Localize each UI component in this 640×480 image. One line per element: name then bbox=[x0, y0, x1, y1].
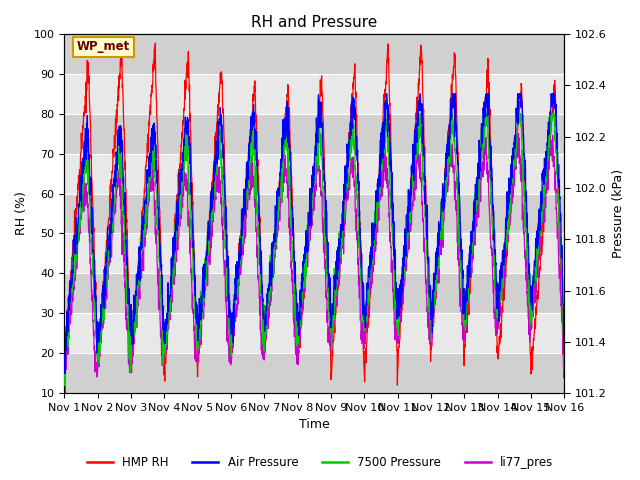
Text: WP_met: WP_met bbox=[77, 40, 130, 53]
Y-axis label: Pressure (kPa): Pressure (kPa) bbox=[612, 169, 625, 258]
Legend: HMP RH, Air Pressure, 7500 Pressure, li77_pres: HMP RH, Air Pressure, 7500 Pressure, li7… bbox=[82, 452, 558, 474]
Y-axis label: RH (%): RH (%) bbox=[15, 192, 28, 236]
Bar bbox=[64, 154, 564, 193]
Bar bbox=[64, 313, 564, 353]
Bar bbox=[64, 193, 564, 233]
Title: RH and Pressure: RH and Pressure bbox=[251, 15, 378, 30]
Bar bbox=[64, 274, 564, 313]
Bar bbox=[64, 353, 564, 393]
Bar bbox=[64, 74, 564, 114]
X-axis label: Time: Time bbox=[299, 419, 330, 432]
Bar bbox=[64, 233, 564, 274]
Bar bbox=[64, 34, 564, 74]
Bar bbox=[64, 114, 564, 154]
